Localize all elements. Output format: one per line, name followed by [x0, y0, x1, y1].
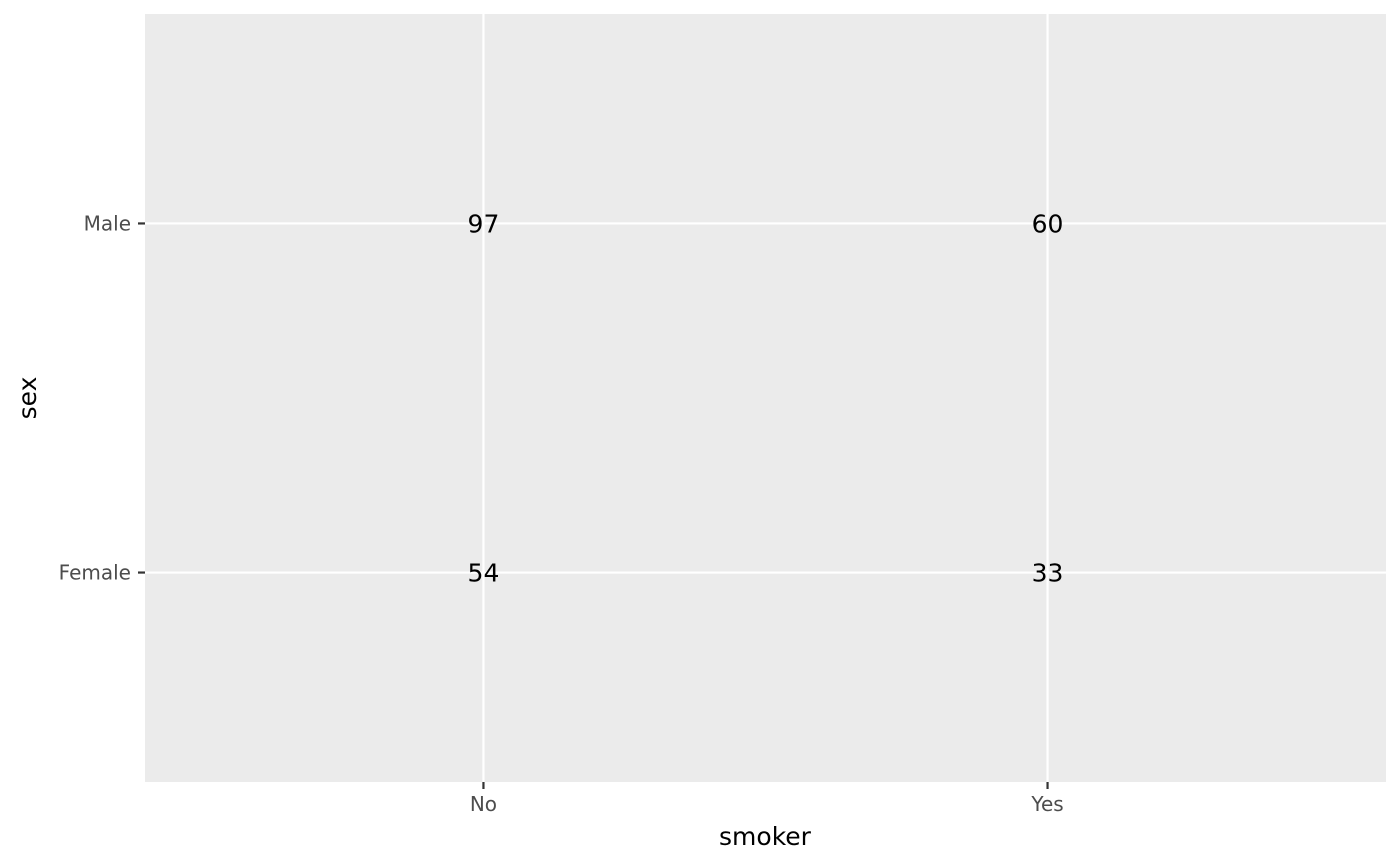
axis-ticks: No Yes Female Male — [59, 211, 1064, 816]
cell-labels: 97 60 54 33 — [468, 209, 1064, 587]
cell-value-label: 97 — [468, 209, 500, 238]
x-tick-label: Yes — [1030, 792, 1063, 816]
x-axis-title: smoker — [719, 822, 812, 851]
y-tick-label: Female — [59, 561, 131, 585]
y-tick-label: Male — [84, 211, 131, 235]
cell-value-label: 60 — [1032, 209, 1064, 238]
grid-lines — [145, 14, 1386, 782]
cell-value-label: 33 — [1032, 559, 1064, 588]
plot-panel — [145, 14, 1386, 782]
cell-value-label: 54 — [468, 559, 500, 588]
y-axis-title: sex — [13, 377, 42, 420]
x-tick-label: No — [470, 792, 497, 816]
